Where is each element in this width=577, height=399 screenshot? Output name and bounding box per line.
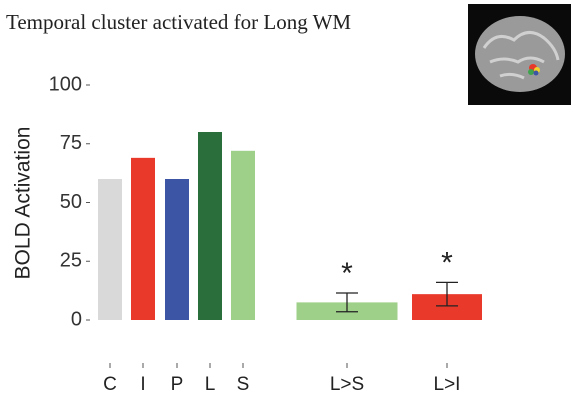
- chart-title: Temporal cluster activated for Long WM: [6, 10, 351, 34]
- brain-inset: [468, 4, 571, 105]
- bar: [198, 132, 222, 320]
- bar: [165, 179, 189, 320]
- x-tick-label: L: [205, 374, 216, 395]
- x-tick-label: L>S: [330, 374, 364, 395]
- bar: [231, 151, 255, 320]
- x-tick-label: P: [171, 374, 184, 395]
- x-tick-label: S: [237, 374, 250, 395]
- y-tick-label: 25: [60, 250, 82, 272]
- y-tick-label: 75: [60, 132, 82, 154]
- bar: [98, 179, 122, 320]
- bar: [131, 158, 155, 320]
- significance-marker: *: [341, 257, 353, 290]
- x-tick-label: I: [140, 374, 145, 395]
- y-tick-label: 100: [49, 73, 82, 95]
- x-tick-label: C: [103, 374, 117, 395]
- y-tick-label: 0: [71, 308, 82, 330]
- x-tick-label: L>I: [434, 374, 461, 395]
- y-axis-label: BOLD Activation: [12, 127, 35, 280]
- y-tick-label: 50: [60, 191, 82, 213]
- chart: Temporal cluster activated for Long WM B…: [0, 0, 577, 399]
- significance-marker: *: [441, 246, 453, 279]
